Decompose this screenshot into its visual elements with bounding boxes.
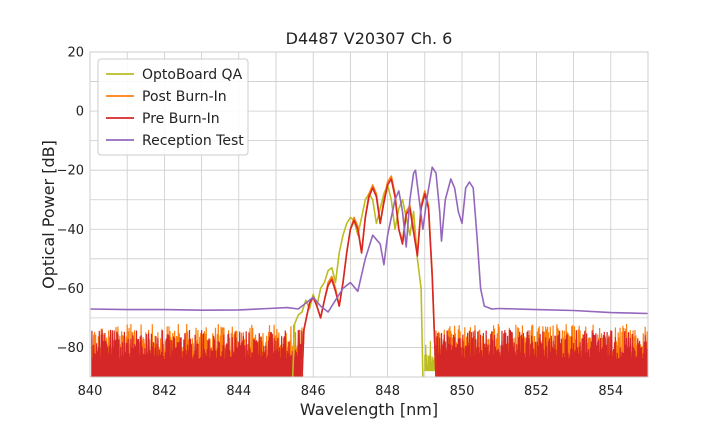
y-axis-label: Optical Power [dB] xyxy=(39,140,58,289)
noise-floor-2 xyxy=(435,329,648,377)
plot-frame xyxy=(89,51,649,378)
y-tick-label: 0 xyxy=(76,105,84,120)
x-tick-label: 844 xyxy=(226,384,251,399)
noise-layer xyxy=(91,323,648,377)
series-line-1 xyxy=(301,175,437,377)
noise-floor-2 xyxy=(91,329,304,377)
x-tick-label: 848 xyxy=(375,384,400,399)
x-tick-label: 854 xyxy=(598,384,623,399)
series-layer xyxy=(90,166,648,377)
legend-box xyxy=(97,58,249,156)
grid xyxy=(89,51,649,378)
legend-entry: Post Burn-In xyxy=(142,89,227,105)
chart-title: D4487 V20307 Ch. 6 xyxy=(286,29,453,48)
y-tick-label: −40 xyxy=(57,223,84,238)
series-line-3 xyxy=(90,166,648,315)
x-tick-label: 852 xyxy=(524,384,549,399)
legend-entry: Reception Test xyxy=(142,133,244,149)
y-tick-label: 20 xyxy=(67,46,84,61)
y-tick-label: −80 xyxy=(57,341,84,356)
legend-entry: Pre Burn-In xyxy=(142,111,220,127)
x-tick-label: 842 xyxy=(152,384,177,399)
y-tick-label: −60 xyxy=(57,282,84,297)
series-line-2 xyxy=(301,178,437,377)
x-tick-labels: 840 842 844 846 848 850 852 854 xyxy=(78,384,624,399)
x-tick-label: 840 xyxy=(78,384,103,399)
x-tick-label: 846 xyxy=(301,384,326,399)
legend: OptoBoard QA Post Burn-In Pre Burn-In Recep… xyxy=(97,58,249,156)
series-line-0 xyxy=(291,184,424,377)
legend-entry: OptoBoard QA xyxy=(142,67,243,83)
y-tick-labels: 20 0 −20 −40 −60 −80 xyxy=(57,46,84,356)
x-tick-label: 850 xyxy=(450,384,475,399)
x-axis-label: Wavelength [nm] xyxy=(300,400,438,419)
y-tick-label: −20 xyxy=(57,164,84,179)
